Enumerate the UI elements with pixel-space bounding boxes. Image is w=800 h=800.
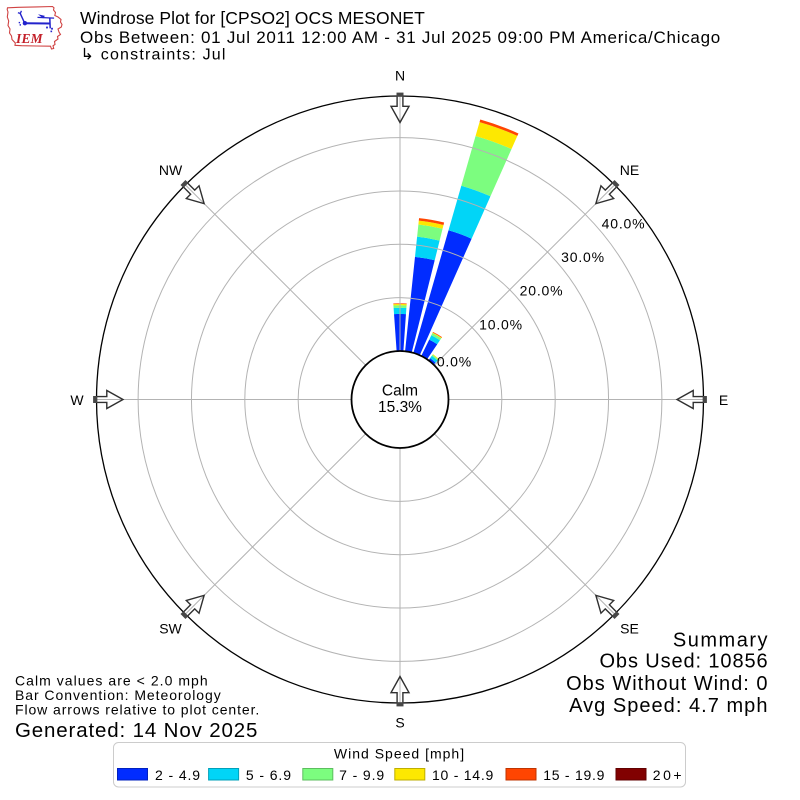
svg-text:10.0%: 10.0% xyxy=(479,316,523,332)
svg-text:15.3%: 15.3% xyxy=(378,399,422,416)
svg-text:40.0%: 40.0% xyxy=(602,216,646,232)
svg-text:15 - 19.9: 15 - 19.9 xyxy=(543,767,605,783)
svg-text:Flow arrows relative to plot c: Flow arrows relative to plot center. xyxy=(15,702,260,718)
svg-text:SE: SE xyxy=(620,621,639,637)
svg-text:Obs Used: 10856: Obs Used: 10856 xyxy=(599,651,768,673)
svg-text:Summary: Summary xyxy=(673,630,769,652)
svg-text:Wind Speed [mph]: Wind Speed [mph] xyxy=(334,746,465,762)
svg-text:SW: SW xyxy=(159,621,182,637)
svg-text:IEM: IEM xyxy=(15,31,44,46)
svg-text:W: W xyxy=(70,392,84,408)
svg-text:10 - 14.9: 10 - 14.9 xyxy=(432,767,494,783)
svg-text:↳ constraints: Jul: ↳ constraints: Jul xyxy=(81,47,227,64)
svg-text:N: N xyxy=(395,68,405,84)
svg-text:Calm values are < 2.0 mph: Calm values are < 2.0 mph xyxy=(15,673,209,689)
svg-text:Obs Between: 01 Jul 2011 12:00: Obs Between: 01 Jul 2011 12:00 AM - 31 J… xyxy=(80,28,721,47)
svg-text:20.0%: 20.0% xyxy=(520,283,564,299)
svg-text:NW: NW xyxy=(159,162,183,178)
svg-text:Calm: Calm xyxy=(382,383,418,400)
svg-text:5 - 6.9: 5 - 6.9 xyxy=(246,767,292,783)
svg-text:2 - 4.9: 2 - 4.9 xyxy=(155,767,201,783)
svg-text:E: E xyxy=(719,392,728,408)
svg-text:20+: 20+ xyxy=(653,767,684,783)
svg-text:0.0%: 0.0% xyxy=(437,353,472,369)
svg-text:NE: NE xyxy=(620,162,639,178)
svg-text:S: S xyxy=(395,715,404,731)
svg-text:Avg Speed: 4.7 mph: Avg Speed: 4.7 mph xyxy=(569,695,768,717)
svg-text:Generated: 14 Nov 2025: Generated: 14 Nov 2025 xyxy=(15,719,258,742)
svg-text:7 - 9.9: 7 - 9.9 xyxy=(339,767,385,783)
svg-text:30.0%: 30.0% xyxy=(561,249,605,265)
svg-text:Bar Convention: Meteorology: Bar Convention: Meteorology xyxy=(15,687,222,703)
svg-text:Obs Without Wind: 0: Obs Without Wind: 0 xyxy=(566,673,768,695)
svg-text:Windrose Plot for [CPSO2] OCS: Windrose Plot for [CPSO2] OCS MESONET xyxy=(80,8,425,28)
